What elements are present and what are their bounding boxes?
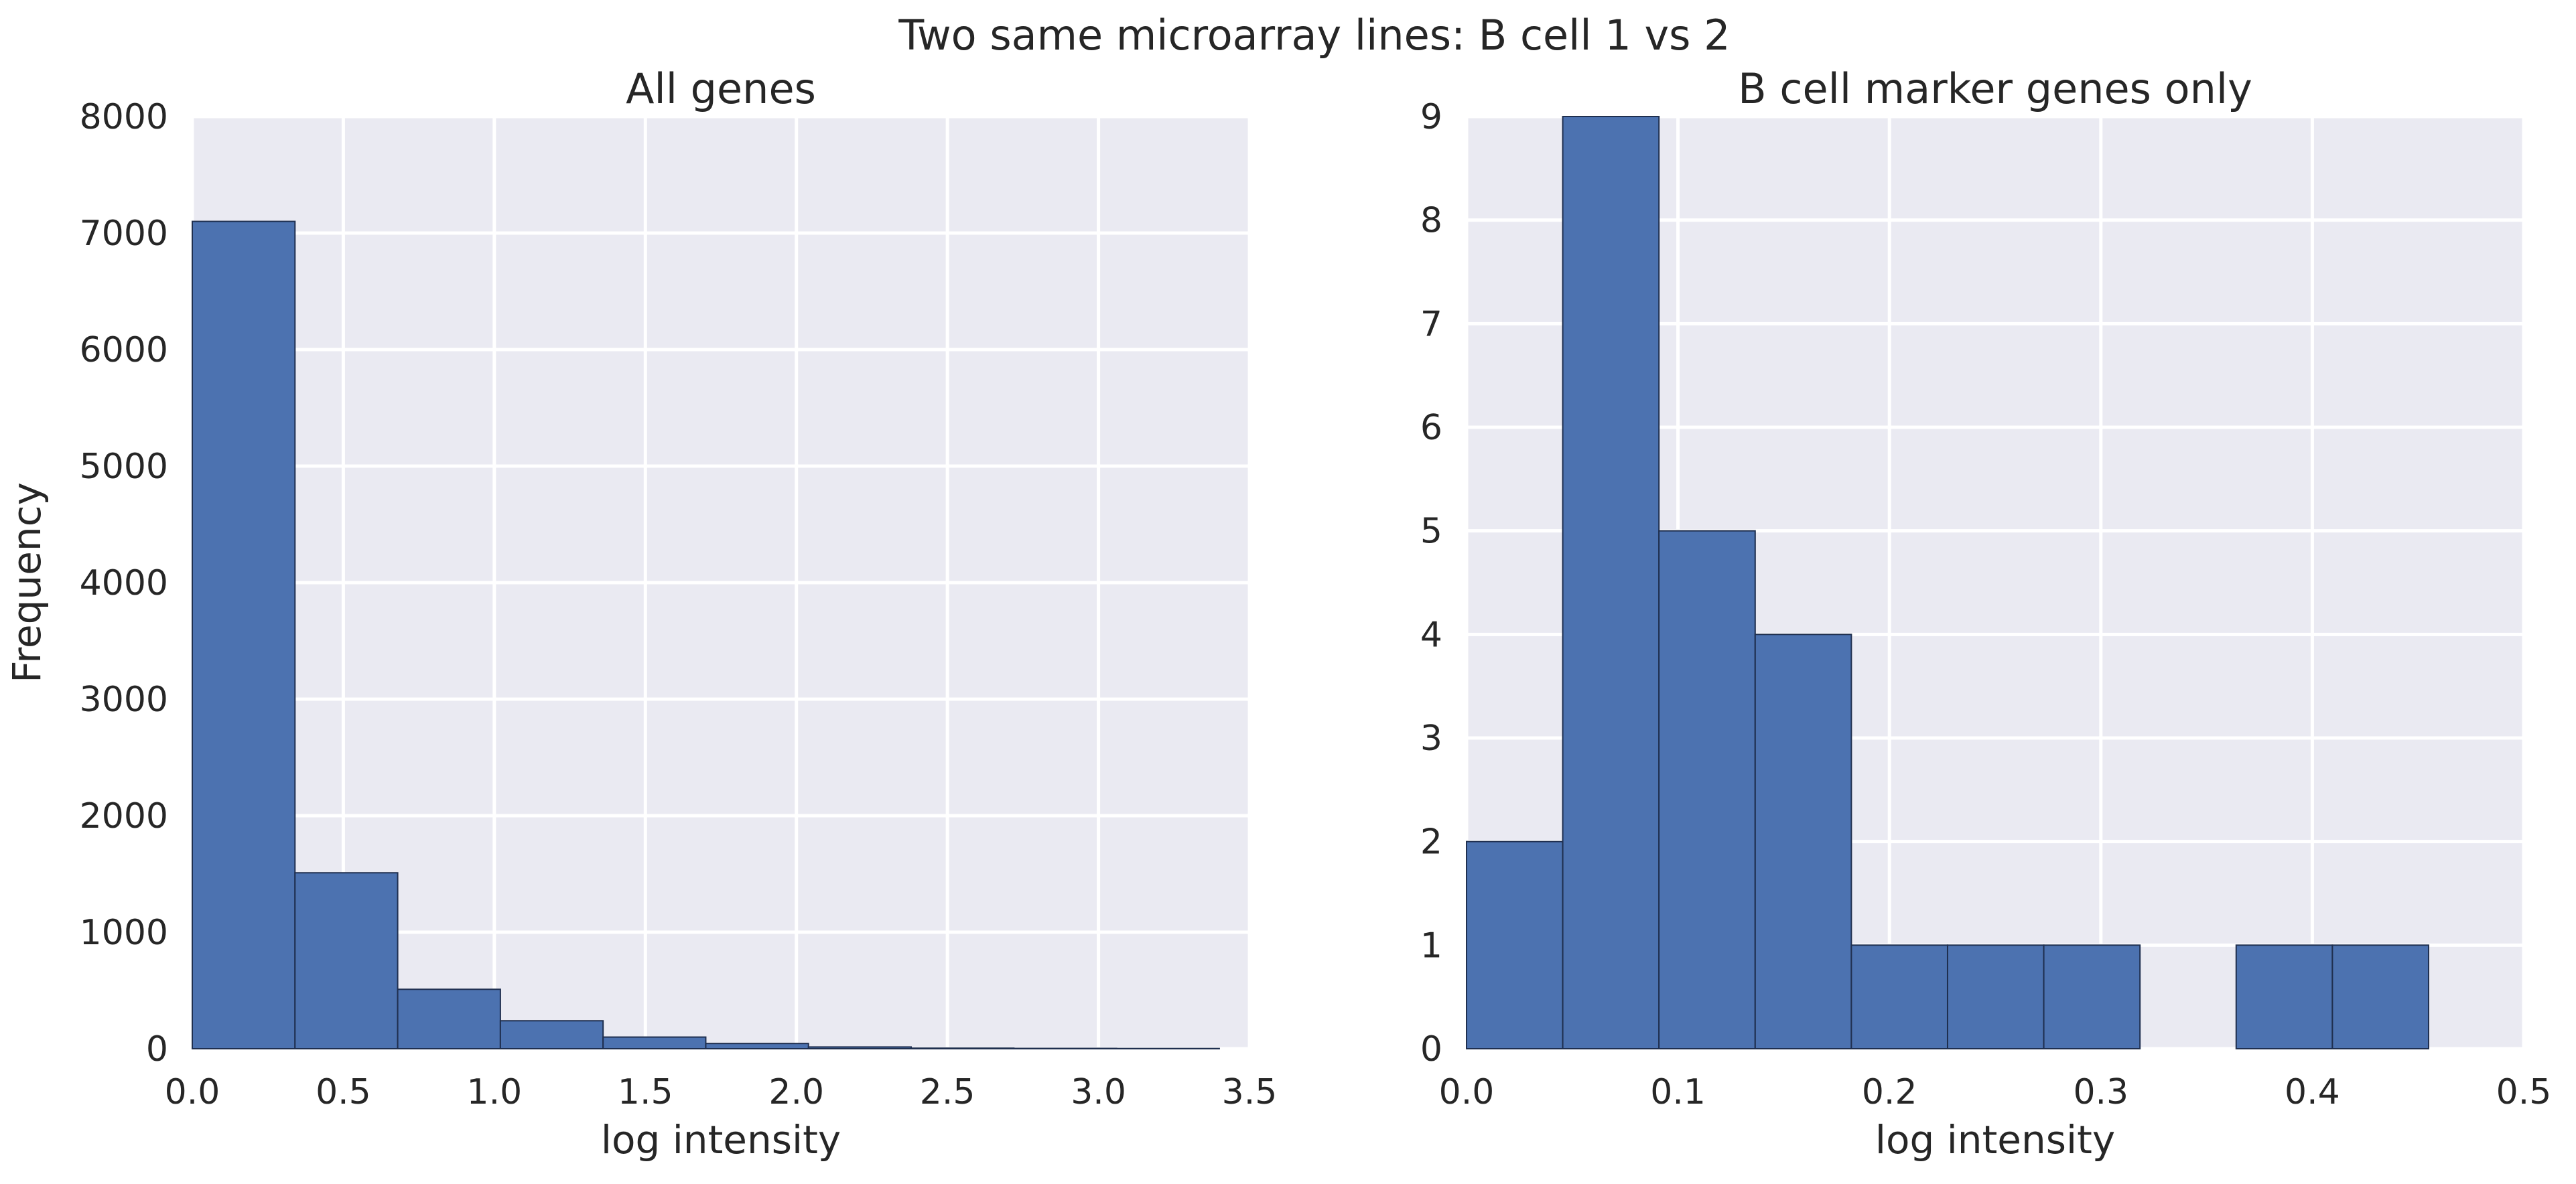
y-tick-label: 2 xyxy=(1420,822,1442,863)
x-tick-label: 1.5 xyxy=(618,1072,673,1112)
x-tick-label: 2.5 xyxy=(920,1072,975,1112)
x-tick-label: 0.1 xyxy=(1650,1072,1706,1112)
histogram-bar xyxy=(1466,840,1564,1049)
x-tick-label: 0.4 xyxy=(2285,1072,2340,1112)
y-tick-label: 6000 xyxy=(80,330,168,370)
histogram-bar xyxy=(1850,944,1948,1050)
y-axis-label: Frequency xyxy=(4,482,50,683)
histogram-bar xyxy=(499,1020,604,1049)
histogram-bar xyxy=(1013,1047,1117,1050)
histogram-bar xyxy=(807,1046,912,1050)
y-tick-label: 5 xyxy=(1420,512,1442,552)
histogram-all-genes: 0.0 0.5 1.0 1.5 2.0 2.5 3.0 3.5 0 1000 2000 3000 400… xyxy=(4,64,1277,1163)
y-tick-label: 2000 xyxy=(80,796,168,836)
x-tick-label: 0.0 xyxy=(165,1072,220,1112)
y-tick-label: 7 xyxy=(1420,304,1442,344)
y-tick-label: 4000 xyxy=(80,563,168,603)
histogram-bar xyxy=(294,872,399,1049)
histogram-bar xyxy=(1562,116,1660,1049)
histogram-bar xyxy=(910,1047,1015,1050)
x-tick-label: 0.0 xyxy=(1439,1072,1495,1112)
histogram-bar xyxy=(2235,944,2333,1050)
y-tick-label: 0 xyxy=(146,1029,168,1069)
y-tick-label: 1 xyxy=(1420,926,1442,966)
figure-title: Two same microarray lines: B cell 1 vs 2 xyxy=(898,11,1730,60)
y-tick-label: 3000 xyxy=(80,680,168,720)
x-tick-label: 3.0 xyxy=(1071,1072,1126,1112)
x-axis-label: log intensity xyxy=(1875,1117,2115,1163)
x-tick-label: 2.0 xyxy=(768,1072,824,1112)
x-tick-label: 3.5 xyxy=(1222,1072,1278,1112)
y-tick-label: 8 xyxy=(1420,201,1442,241)
histogram-bar xyxy=(192,220,296,1050)
x-tick-label: 0.3 xyxy=(2073,1072,2128,1112)
histogram-bar xyxy=(2043,944,2141,1050)
histogram-bar xyxy=(602,1036,707,1049)
histogram-b-cell-markers: 0.0 0.1 0.2 0.3 0.4 0.5 0 1 2 3 4 5 6 7 8 9 B cell marke… xyxy=(1420,64,2551,1163)
subplot-title: All genes xyxy=(626,64,816,113)
histogram-bar xyxy=(705,1043,809,1050)
subplot-title: B cell marker genes only xyxy=(1738,64,2252,113)
y-tick-label: 4 xyxy=(1420,615,1442,655)
histogram-bar xyxy=(1946,944,2045,1050)
y-tick-label: 1000 xyxy=(80,913,168,953)
x-tick-label: 0.5 xyxy=(316,1072,371,1112)
x-tick-label: 0.5 xyxy=(2496,1072,2552,1112)
x-axis-label: log intensity xyxy=(601,1117,841,1163)
y-tick-label: 8000 xyxy=(80,97,168,137)
y-tick-label: 0 xyxy=(1420,1029,1442,1069)
y-tick-label: 6 xyxy=(1420,408,1442,448)
histogram-bar xyxy=(397,988,501,1050)
histogram-bar xyxy=(1754,634,1852,1049)
y-tick-label: 9 xyxy=(1420,97,1442,137)
histogram-bar xyxy=(2331,944,2429,1050)
histogram-bar xyxy=(1658,530,1756,1049)
y-tick-label: 5000 xyxy=(80,447,168,487)
x-tick-label: 1.0 xyxy=(467,1072,523,1112)
y-tick-label: 3 xyxy=(1420,719,1442,759)
y-tick-label: 7000 xyxy=(80,214,168,254)
x-tick-label: 0.2 xyxy=(1862,1072,1917,1112)
